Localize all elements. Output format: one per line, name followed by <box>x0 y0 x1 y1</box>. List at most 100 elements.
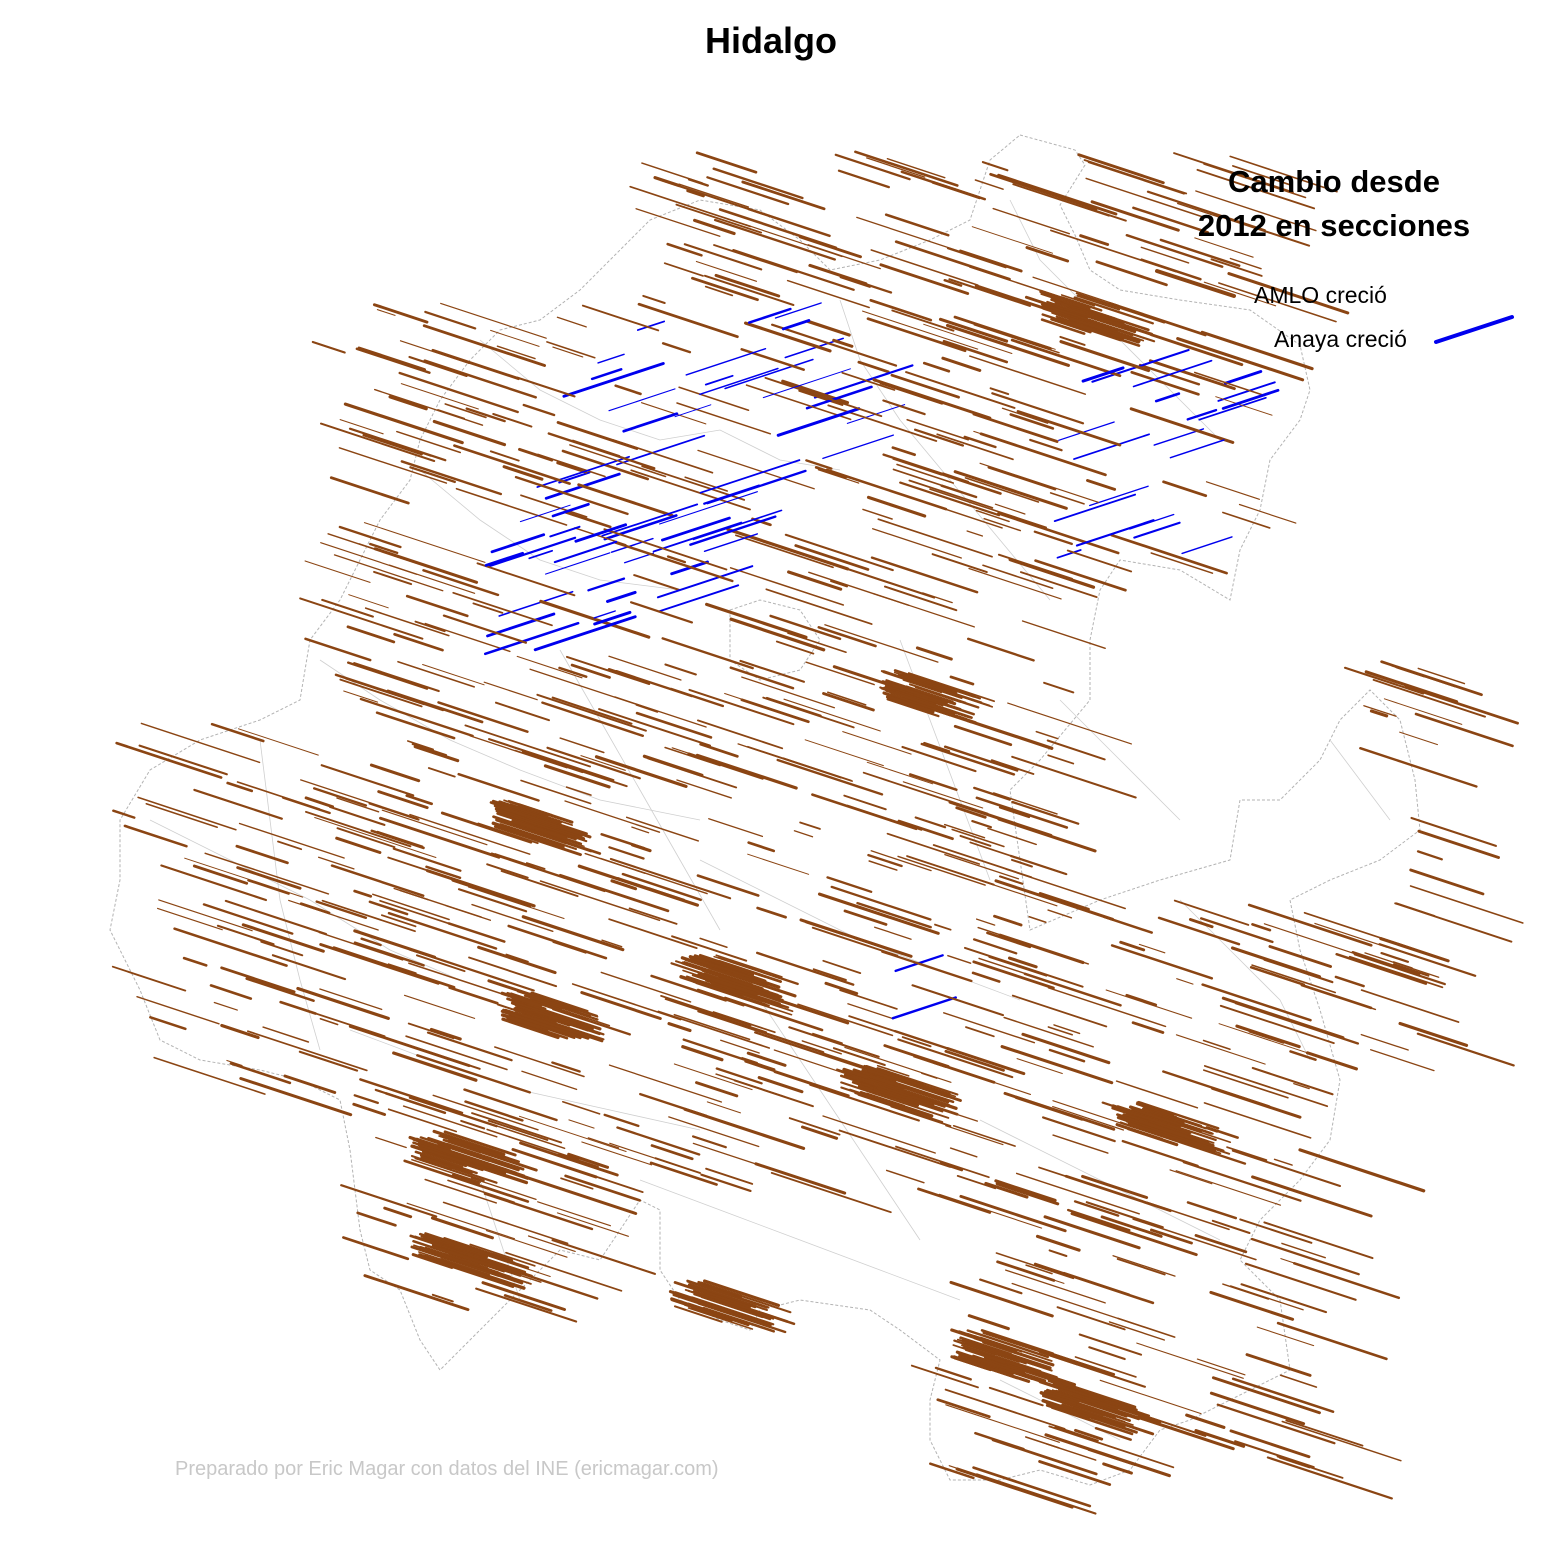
section-arrow <box>1209 1391 1306 1426</box>
section-arrow <box>515 818 561 835</box>
section-arrow <box>1203 1069 1289 1099</box>
section-arrow <box>342 1236 410 1261</box>
section-arrow <box>700 1173 752 1193</box>
section-arrow <box>699 367 779 396</box>
section-arrow <box>1195 190 1317 232</box>
section-arrow <box>1110 944 1214 980</box>
section-arrow <box>1077 153 1165 185</box>
section-arrow <box>953 724 1013 747</box>
section-arrow <box>1073 296 1154 325</box>
section-arrow <box>747 207 831 238</box>
section-arrow <box>369 763 421 783</box>
section-arrow <box>687 178 709 187</box>
section-arrow <box>551 1061 581 1073</box>
section-arrow <box>697 449 815 490</box>
section-arrow <box>664 746 721 767</box>
section-arrow <box>500 991 542 1008</box>
section-arrow <box>426 1031 513 1062</box>
section-arrow <box>849 1088 907 1109</box>
section-arrow <box>547 432 656 470</box>
section-arrow <box>606 590 637 603</box>
section-arrow <box>838 1129 951 1168</box>
section-arrow <box>726 527 850 571</box>
section-arrow <box>202 903 294 935</box>
section-arrow <box>661 637 754 670</box>
section-arrow <box>490 329 540 347</box>
section-arrow <box>376 309 396 316</box>
section-arrow <box>822 1115 936 1154</box>
section-arrow <box>1182 1161 1302 1202</box>
section-arrow <box>678 183 750 208</box>
section-arrow <box>959 249 1023 273</box>
section-arrow <box>695 260 758 282</box>
section-arrow <box>729 666 795 690</box>
section-arrow <box>1072 1394 1142 1420</box>
section-arrow <box>383 1206 413 1219</box>
section-arrow <box>1087 161 1185 195</box>
section-arrow <box>702 1279 781 1308</box>
section-arrow <box>1364 952 1440 978</box>
section-arrow <box>1132 1218 1257 1261</box>
section-arrow <box>546 746 641 780</box>
section-arrow <box>485 1230 568 1258</box>
section-arrow <box>1047 754 1075 765</box>
section-arrow <box>786 279 870 309</box>
section-arrow <box>884 585 958 612</box>
section-arrow <box>1043 681 1075 694</box>
section-arrow <box>781 319 811 331</box>
section-arrow <box>844 1046 952 1083</box>
legend-amlo-label: AMLO creció <box>1254 282 1387 308</box>
section-arrow <box>373 547 479 584</box>
section-arrow <box>376 830 424 847</box>
section-arrow <box>516 990 566 1008</box>
section-arrow <box>1205 481 1261 500</box>
section-arrow <box>1086 207 1127 222</box>
section-arrow <box>1005 1269 1106 1304</box>
section-arrow <box>594 755 688 789</box>
section-arrow <box>319 988 383 1011</box>
section-arrow <box>1222 511 1271 529</box>
section-arrow <box>741 180 826 211</box>
section-arrow <box>556 316 587 328</box>
section-arrow <box>804 739 884 767</box>
section-arrow <box>989 172 1098 211</box>
section-arrow <box>911 984 1005 1017</box>
section-arrow <box>339 678 423 708</box>
section-arrow <box>608 918 698 949</box>
section-arrow <box>959 1194 1067 1233</box>
section-arrow <box>876 1064 910 1077</box>
section-arrow <box>1115 1080 1199 1109</box>
section-arrow <box>973 430 1081 468</box>
section-arrow <box>1227 272 1350 315</box>
section-arrow <box>661 516 731 542</box>
section-arrow <box>359 1078 464 1115</box>
section-arrow <box>1056 1306 1126 1331</box>
section-arrow <box>405 594 469 618</box>
section-arrow <box>587 1137 620 1149</box>
section-arrow <box>236 866 302 890</box>
section-arrow <box>813 364 914 399</box>
section-arrow <box>136 996 220 1025</box>
section-arrow <box>488 536 577 568</box>
section-arrow <box>468 956 558 988</box>
section-arrow <box>469 1243 536 1267</box>
section-arrow <box>425 865 462 880</box>
section-arrow <box>959 834 992 847</box>
section-arrow <box>1276 1455 1344 1479</box>
section-arrow <box>1112 1255 1176 1277</box>
section-arrow <box>695 753 798 790</box>
section-arrow <box>519 1115 627 1152</box>
section-arrow <box>432 1094 539 1131</box>
section-arrow <box>664 663 697 676</box>
section-arrow <box>696 1282 735 1298</box>
section-arrow <box>546 341 596 359</box>
section-arrow <box>356 1211 397 1227</box>
section-arrow <box>304 560 371 583</box>
section-arrow <box>581 1141 653 1166</box>
section-arrow <box>112 809 136 819</box>
section-arrow <box>994 503 1026 515</box>
section-arrow <box>886 698 940 718</box>
section-arrow <box>443 1237 505 1260</box>
section-arrow <box>471 903 554 932</box>
section-arrow <box>321 598 374 618</box>
